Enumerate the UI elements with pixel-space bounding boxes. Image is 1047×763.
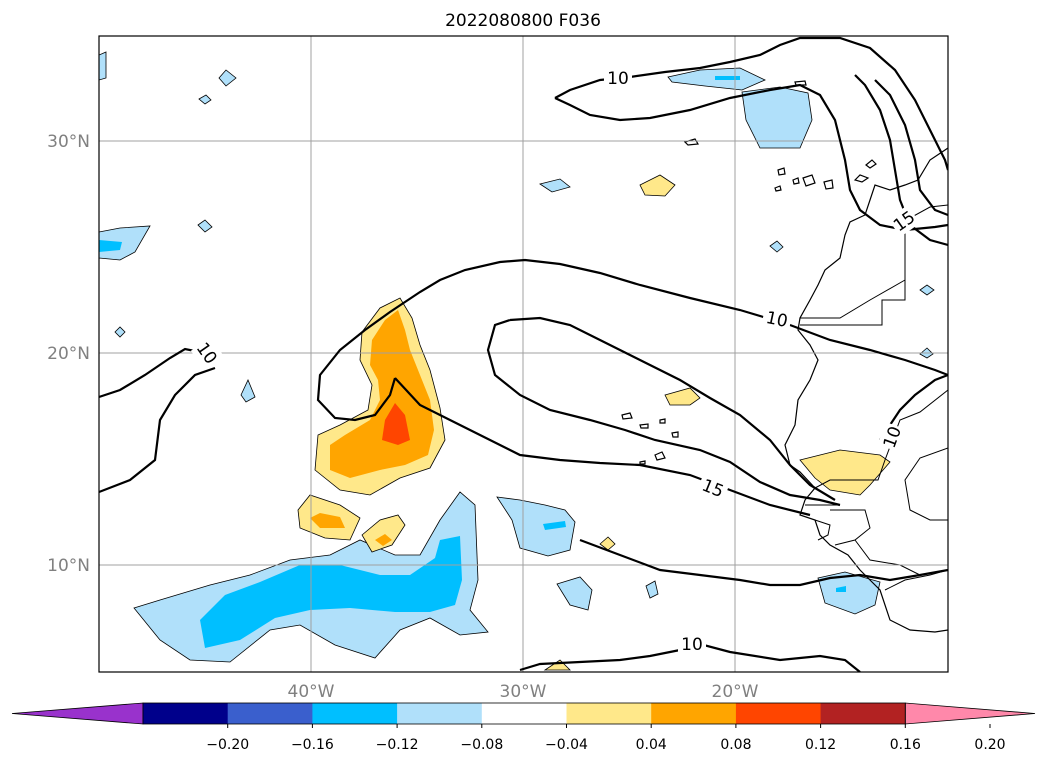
- colorbar-tick-label: −0.12: [376, 737, 419, 753]
- colorbar-extend-high: [904, 702, 1036, 725]
- colorbar-segment: [143, 703, 229, 724]
- gridlines: [99, 36, 948, 672]
- colorbar-segment: [481, 703, 567, 724]
- contour-label: 10: [681, 635, 703, 655]
- colorbar-tick-label: −0.08: [460, 737, 503, 753]
- contour-labels: 10 10 10 10 15 15 10: [190, 68, 921, 655]
- longitude-labels: 40°W 30°W 20°W: [288, 682, 759, 702]
- deep-blue-fill: [99, 76, 846, 648]
- colorbar-tick-label: −0.16: [291, 737, 334, 753]
- colorbar-segment: [651, 703, 737, 724]
- map-title: 2022080800 F036: [445, 11, 601, 31]
- lat-label-10n: 10°N: [47, 556, 90, 576]
- colorbar: −0.20 −0.16 −0.12 −0.08 −0.04 0.04 0.08 0.12 0.1…: [11, 702, 1036, 753]
- contour-label: 10: [764, 308, 789, 332]
- colorbar-segment: [227, 703, 313, 724]
- lon-label-20w: 20°W: [712, 682, 759, 702]
- colorbar-segment: [397, 703, 483, 724]
- lat-label-20n: 20°N: [47, 344, 90, 364]
- colorbar-segment: [820, 703, 906, 724]
- map-area: 10 10 10 10 15 15 10: [99, 36, 948, 672]
- orangered-fill: [382, 403, 410, 445]
- colorbar-segment: [735, 703, 822, 724]
- colorbar-segment: [566, 703, 652, 724]
- lon-label-40w: 40°W: [288, 682, 335, 702]
- lat-label-30n: 30°N: [47, 132, 90, 152]
- colorbar-extend-low: [11, 702, 144, 725]
- colorbar-tick-label: 0.20: [974, 737, 1005, 753]
- colorbar-tick-label: 0.08: [720, 737, 751, 753]
- map-frame: [98, 35, 949, 673]
- colorbar-segment: [312, 703, 398, 724]
- lon-label-30w: 30°W: [500, 682, 547, 702]
- colorbar-tick-label: −0.04: [545, 737, 588, 753]
- colorbar-frame: [142, 702, 906, 725]
- colorbar-tick-label: 0.04: [636, 737, 667, 753]
- latitude-labels: 30°N 20°N 10°N: [47, 132, 90, 576]
- colorbar-tick-label: 0.16: [890, 737, 921, 753]
- colorbar-tick-label: −0.20: [206, 737, 249, 753]
- colorbar-tick-label: 0.12: [805, 737, 836, 753]
- contour-label: 10: [607, 69, 629, 89]
